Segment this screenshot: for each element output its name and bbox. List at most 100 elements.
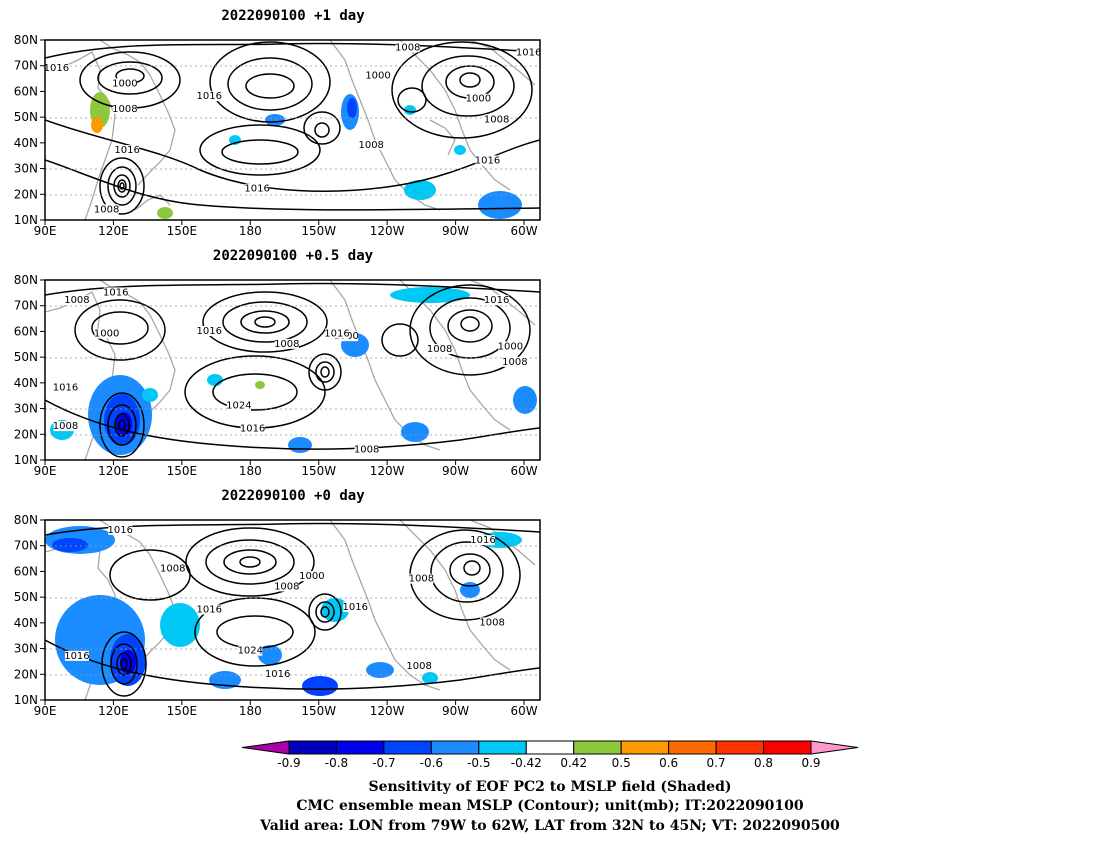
lat-tick-label: 40N (14, 136, 38, 150)
contour-label-bg (197, 91, 222, 102)
contour-label: 1016 (484, 295, 509, 306)
contour-label: 1008 (64, 295, 89, 306)
panel-title: 2022090100 +0.5 day (213, 248, 374, 264)
contour-label-bg (354, 444, 379, 455)
contour-labels: 1008101610161000101610001016100810081000… (53, 287, 528, 455)
lon-tick-label: 120W (370, 224, 405, 238)
contour-label-bg (484, 114, 509, 125)
map-panel-2: 2022090100 +0.5 day (14, 248, 541, 478)
lat-tick-label: 70N (14, 59, 38, 73)
contour-label-bg (112, 104, 137, 114)
colorbar-label: 0.6 (659, 756, 678, 770)
contour-label: 1024 (238, 646, 263, 657)
colorbar-label: 0.42 (560, 756, 587, 770)
lat-tick-label: 20N (14, 187, 38, 201)
lat-tick-label: 80N (14, 273, 38, 287)
lat-tick-label: 80N (14, 513, 38, 527)
lon-tick-labels: 90E 120E 150E 180 150W 120W 90W 60W (34, 220, 538, 238)
lon-tick-label: 180 (239, 704, 262, 718)
caption-line-2: CMC ensemble mean MSLP (Contour); unit(m… (296, 798, 804, 814)
colorbar-label: -0.6 (420, 756, 443, 770)
colorbar-swatch (620, 740, 670, 755)
colorbar: -0.9 -0.8 -0.7 -0.6 -0.5 -0.42 0.42 0.5 0.6 0.7 0.… (241, 740, 859, 770)
contour-label-bg (470, 535, 495, 546)
map-panel-3: 2022090100 +0 day (14, 488, 541, 718)
lat-tick-label: 20N (14, 427, 38, 441)
lat-tick-label: 70N (14, 299, 38, 313)
lat-tick-label: 30N (14, 402, 38, 416)
lon-tick-label: 90W (442, 224, 469, 238)
colorbar-arrow-right (810, 740, 859, 755)
contour-label: 1000 (466, 94, 491, 105)
contour-label: 1000 (498, 341, 523, 352)
contour-label: 1008 (274, 581, 299, 592)
contour-label-bg (407, 661, 432, 672)
contour-label-bg (343, 602, 368, 612)
lon-tick-labels: 90E 120E 150E 180 150W 120W 90W 60W (34, 700, 538, 718)
lon-tick-label: 150W (301, 224, 336, 238)
contour-label: 1016 (197, 91, 222, 102)
contour-label-bg (502, 356, 527, 367)
sensitivity-shading (90, 92, 522, 219)
contour-label-bg (94, 328, 119, 339)
contour-label-bg (108, 524, 133, 535)
lat-tick-label: 40N (14, 376, 38, 390)
colorbar-swatch (383, 740, 432, 755)
contour-label: 1008 (484, 114, 509, 125)
lon-tick-label: 150E (167, 224, 198, 238)
contour-label: 1008 (94, 204, 119, 215)
colorbar-label: -0.42 (511, 756, 542, 770)
panel-title: 2022090100 +1 day (221, 8, 365, 24)
colorbar-label: 0.7 (707, 756, 726, 770)
colorbar-label: -0.7 (372, 756, 395, 770)
caption-line-1: Sensitivity of EOF PC2 to MSLP field (Sh… (368, 779, 731, 795)
map-frame (44, 519, 541, 701)
lat-tick-label: 60N (14, 324, 38, 338)
lon-tick-label: 150E (167, 464, 198, 478)
caption: Sensitivity of EOF PC2 to MSLP field (Sh… (259, 779, 840, 834)
lat-tick-label: 10N (14, 453, 38, 467)
contour-label-bg (274, 581, 299, 592)
contour-label: 1000 (299, 571, 324, 582)
colorbar-swatch (288, 740, 337, 755)
colorbar-label: -0.9 (277, 756, 300, 770)
lon-tick-label: 90E (34, 704, 57, 718)
lon-tick-label: 150W (301, 464, 336, 478)
contour-label: 1008 (112, 104, 137, 115)
colorbar-swatch (573, 740, 622, 755)
contour-label: 1000 (94, 329, 119, 340)
contour-label-bg (484, 295, 509, 306)
lat-tick-labels: 80N 70N 60N 50N 40N 30N 20N 10N (14, 273, 45, 467)
colorbar-swatch (715, 740, 765, 755)
contour-label-bg (299, 571, 324, 582)
lon-tick-label: 120W (370, 704, 405, 718)
contour-label: 1024 (226, 401, 251, 412)
contour-label: 1008 (395, 42, 420, 53)
lon-tick-label: 90W (442, 464, 469, 478)
contour-label-bg (366, 70, 391, 81)
colorbar-label: -0.5 (467, 756, 490, 770)
lat-tick-label: 40N (14, 616, 38, 630)
contour-label-bg (197, 326, 222, 336)
contour-label-bg (103, 287, 128, 298)
colorbar-label: -0.8 (325, 756, 348, 770)
contour-label: 1016 (516, 47, 541, 58)
contour-label: 1008 (406, 661, 431, 672)
lat-tick-label: 50N (14, 110, 38, 124)
contour-label: 1008 (274, 339, 299, 350)
lon-tick-label: 150W (301, 704, 336, 718)
lon-tick-label: 90E (34, 224, 57, 238)
colorbar-swatch (430, 740, 480, 755)
colorbar-label: 0.8 (754, 756, 773, 770)
contour-label: 1016 (44, 63, 69, 74)
map-area: 1008 1016 1016 1000 1016 1000 1000 1008 1008 1008… (44, 40, 541, 220)
contour-label-bg (466, 93, 491, 104)
contour-label-bg (64, 650, 89, 661)
contour-label-bg (238, 645, 263, 656)
colorbar-swatch (668, 740, 717, 755)
lat-tick-label: 50N (14, 350, 38, 364)
contour-label-bg (53, 421, 78, 432)
mslp-contours (45, 522, 540, 697)
contour-label-bg (324, 328, 349, 339)
